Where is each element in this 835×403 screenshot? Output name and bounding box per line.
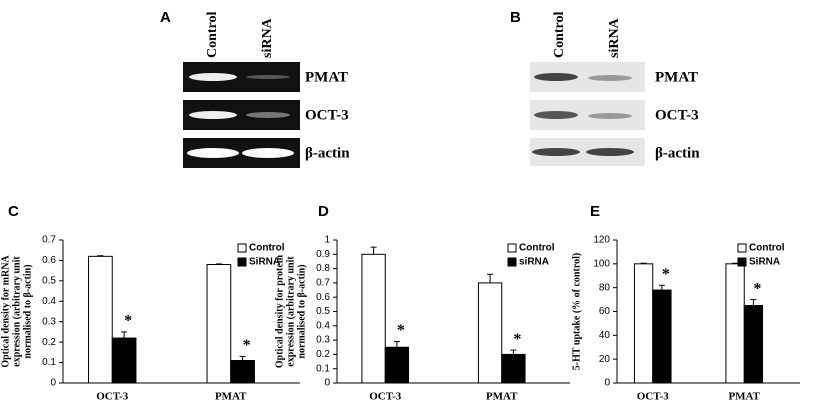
lane-label: Control — [552, 11, 567, 58]
y-tick-label: 0 — [50, 378, 56, 389]
x-tick-label: OCT-3 — [637, 391, 669, 403]
gel-band — [242, 148, 294, 158]
gel-band — [189, 111, 237, 119]
blot-band — [534, 111, 578, 119]
legend-swatch — [737, 257, 747, 267]
y-tick-label: 0.8 — [316, 263, 330, 274]
legend-label: siRNA — [519, 257, 549, 268]
band-label: PMAT — [655, 69, 698, 85]
y-tick-label: 0.1 — [316, 363, 330, 374]
band-label: OCT-3 — [655, 107, 699, 123]
y-tick-label: 0.3 — [42, 316, 56, 327]
gel-band — [189, 73, 237, 81]
bar — [88, 255, 113, 384]
y-tick-label: 0 — [324, 378, 330, 389]
significance-mark: * — [662, 266, 670, 283]
blot-band — [586, 148, 634, 156]
panel-label: C — [8, 203, 19, 220]
bar — [361, 253, 386, 384]
y-tick-label: 0.2 — [316, 349, 330, 360]
gel-band — [246, 112, 290, 118]
significance-mark: * — [397, 322, 405, 339]
y-axis-label: 5-HT uptake (% of control) — [571, 253, 582, 370]
blot-b — [530, 62, 645, 166]
panel-label: D — [318, 203, 329, 220]
y-axis-label: normalised to β-actin) — [22, 264, 33, 358]
legend-label: Control — [249, 243, 285, 254]
y-axis-label: Optical density for protein — [274, 254, 285, 368]
panel-label: E — [590, 203, 600, 220]
y-tick-label: 0.3 — [316, 335, 330, 346]
legend-label: Control — [519, 243, 555, 254]
bar — [111, 337, 137, 384]
bar — [633, 263, 654, 384]
y-tick-label: 120 — [593, 235, 610, 246]
bar — [725, 263, 745, 384]
legend-swatch — [237, 243, 247, 253]
y-tick-label: 100 — [593, 258, 610, 269]
x-tick-label: PMAT — [215, 391, 247, 403]
legend-label: SiRNA — [249, 257, 280, 268]
x-tick-label: OCT-3 — [369, 391, 401, 403]
band-label: OCT-3 — [305, 107, 349, 123]
gel-band — [246, 75, 290, 79]
y-tick-label: 60 — [599, 306, 611, 317]
y-tick-label: 0.7 — [42, 235, 56, 246]
y-axis-label: expression (arbitrary unit — [285, 256, 296, 367]
panel-label: B — [510, 9, 521, 26]
y-tick-label: 0 — [604, 378, 610, 389]
lane-label: siRNA — [260, 17, 275, 58]
significance-mark: * — [513, 331, 521, 348]
blot-band — [588, 75, 632, 81]
x-tick-label: PMAT — [728, 391, 760, 403]
legend-swatch — [237, 257, 247, 267]
blot-band — [532, 148, 580, 156]
bar — [652, 289, 672, 384]
y-axis-label: Optical density for mRNA — [0, 255, 11, 368]
x-tick-label: OCT-3 — [96, 391, 128, 403]
bar — [230, 360, 255, 384]
y-tick-label: 0.1 — [42, 357, 56, 368]
significance-mark: * — [243, 337, 251, 354]
lane-label: siRNA — [607, 17, 622, 58]
y-tick-label: 40 — [599, 330, 611, 341]
blot-band — [534, 73, 578, 81]
y-tick-label: 0.5 — [316, 306, 330, 317]
y-tick-label: 0.6 — [42, 255, 56, 266]
significance-mark: * — [753, 280, 761, 297]
legend-label: SiRNA — [749, 257, 780, 268]
bar — [206, 264, 232, 384]
y-tick-label: 0.7 — [316, 278, 330, 289]
y-axis-label: normalised to β-actin) — [296, 264, 307, 358]
y-tick-label: 0.2 — [42, 337, 56, 348]
y-tick-label: 0.9 — [316, 249, 330, 260]
y-tick-label: 0.6 — [316, 292, 330, 303]
legend-swatch — [507, 243, 517, 253]
panel-label: A — [160, 9, 171, 26]
bar — [477, 282, 503, 384]
y-tick-label: 0.5 — [42, 275, 56, 286]
x-tick-label: PMAT — [486, 391, 518, 403]
bar — [743, 305, 764, 384]
significance-mark: * — [124, 313, 132, 330]
bar — [501, 353, 526, 384]
band-label: β-actin — [655, 145, 700, 161]
y-tick-label: 0.4 — [42, 296, 56, 307]
bar — [384, 346, 410, 384]
legend-swatch — [507, 257, 517, 267]
y-tick-label: 20 — [599, 354, 611, 365]
y-tick-label: 80 — [599, 282, 611, 293]
band-label: β-actin — [305, 145, 350, 161]
y-tick-label: 1 — [324, 235, 330, 246]
gel-band — [187, 148, 239, 158]
legend-label: Control — [749, 243, 785, 254]
gel-a — [183, 62, 300, 168]
y-axis-label: expression (arbitrary unit — [11, 256, 22, 367]
y-tick-label: 0.4 — [316, 320, 330, 331]
band-label: PMAT — [305, 69, 348, 85]
legend-swatch — [737, 243, 747, 253]
blot-band — [588, 113, 632, 119]
lane-label: Control — [205, 11, 220, 58]
